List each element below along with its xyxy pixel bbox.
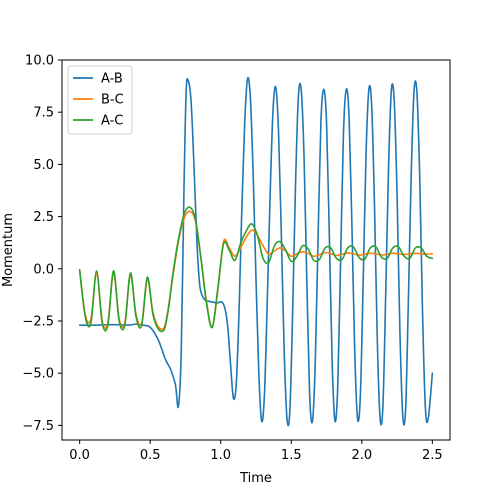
x-tick-label: 0.0: [69, 448, 90, 463]
x-tick-label: 0.5: [140, 448, 161, 463]
y-tick-label: −5.0: [22, 367, 54, 382]
x-tick-label: 2.0: [351, 448, 372, 463]
x-axis-label: Time: [239, 471, 272, 486]
x-tick-label: 1.5: [281, 448, 302, 463]
y-tick-label: 5.0: [33, 158, 54, 173]
x-tick-label: 2.5: [422, 448, 443, 463]
x-tick-label: 1.0: [210, 448, 231, 463]
legend-label: B-C: [101, 93, 124, 108]
legend-label: A-B: [101, 72, 123, 87]
y-tick-label: −2.5: [22, 314, 54, 329]
legend: A-B B-C A-C: [67, 65, 133, 135]
y-axis: −7.5 −5.0 −2.5 0.0 2.5 5.0 7.5 10.0: [22, 54, 62, 434]
plot-frame: [61, 59, 451, 441]
series-layer: [78, 76, 434, 427]
legend-box: [67, 65, 133, 135]
y-axis-label: Momentum: [1, 213, 16, 287]
y-tick-label: −7.5: [22, 419, 54, 434]
x-axis: 0.0 0.5 1.0 1.5 2.0 2.5: [69, 440, 443, 463]
legend-label: A-C: [101, 114, 123, 129]
y-tick-label: 7.5: [33, 106, 54, 121]
y-tick-label: 0.0: [33, 262, 54, 277]
y-tick-label: 2.5: [33, 210, 54, 225]
series-line-a-b: [78, 76, 434, 427]
y-tick-label: 10.0: [25, 54, 54, 69]
series-line-b-c: [78, 210, 434, 331]
series-line-a-c: [78, 206, 434, 333]
